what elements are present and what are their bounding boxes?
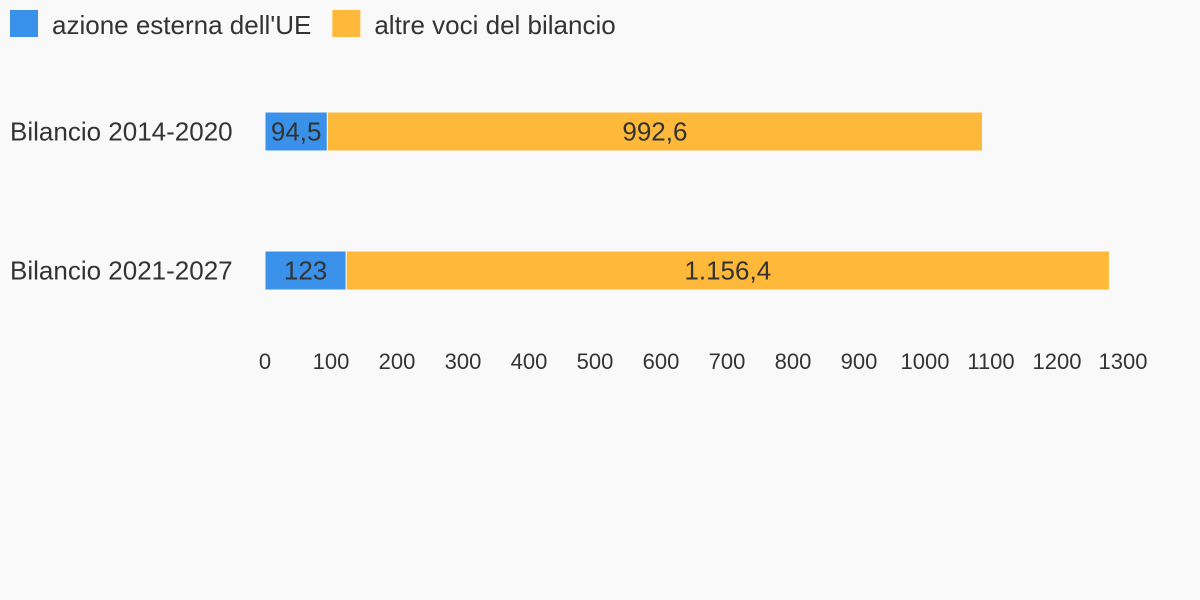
value-label: 123 <box>284 255 327 285</box>
x-tick-label: 700 <box>709 349 746 374</box>
value-label: 992,6 <box>622 116 687 146</box>
x-tick-label: 300 <box>445 349 482 374</box>
bar-segment <box>264 111 328 152</box>
legend-swatch <box>332 10 361 37</box>
x-tick-label: 500 <box>577 349 614 374</box>
x-tick-label: 200 <box>379 349 416 374</box>
category-label: Bilancio 2014-2020 <box>10 116 233 146</box>
legend-label: azione esterna dell'UE <box>52 10 311 40</box>
value-label: 1.156,4 <box>684 255 771 285</box>
category-label: Bilancio 2021-2027 <box>10 255 233 285</box>
x-tick-label: 1300 <box>1099 349 1148 374</box>
bar-segment <box>264 250 347 291</box>
x-tick-label: 100 <box>313 349 350 374</box>
legend-label: altre voci del bilancio <box>374 10 615 40</box>
x-tick-label: 0 <box>259 349 271 374</box>
x-tick-label: 900 <box>841 349 878 374</box>
value-label: 94,5 <box>271 116 322 146</box>
bar-segment <box>345 250 1110 291</box>
x-tick-label: 600 <box>643 349 680 374</box>
x-tick-label: 800 <box>775 349 812 374</box>
bar-segment <box>326 111 983 152</box>
x-tick-label: 1000 <box>901 349 950 374</box>
legend-swatch <box>10 10 38 37</box>
x-tick-label: 400 <box>511 349 548 374</box>
x-tick-label: 1100 <box>967 349 1014 374</box>
x-tick-label: 1200 <box>1033 349 1082 374</box>
